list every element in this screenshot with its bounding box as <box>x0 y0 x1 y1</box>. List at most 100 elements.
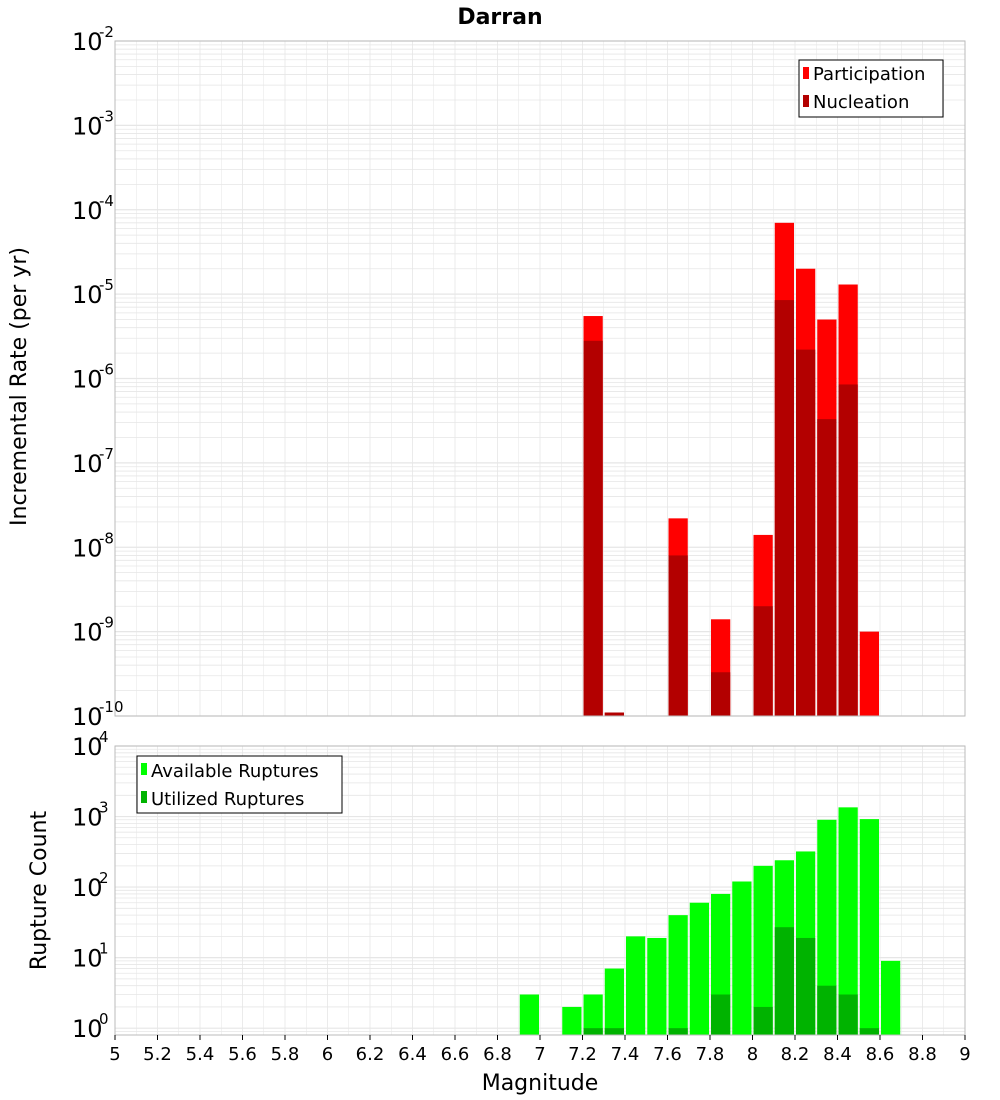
y-tick-base: 10 <box>72 112 103 140</box>
nucleation-bar <box>817 419 837 716</box>
utilized-bar <box>774 927 794 1035</box>
y-tick-exponent: -10 <box>99 698 124 716</box>
y-tick-base: 10 <box>72 945 103 973</box>
x-tick-label: 8.6 <box>866 1044 895 1065</box>
utilized-bar <box>859 1028 879 1035</box>
x-tick-label: 6.6 <box>441 1044 470 1065</box>
rate-legend-box <box>798 59 944 118</box>
y-tick-base: 10 <box>72 804 103 832</box>
y-tick: 10-7 <box>72 445 114 478</box>
available-bar <box>583 994 603 1035</box>
available-bar <box>817 819 837 1035</box>
y-tick-exponent: 0 <box>99 1010 109 1028</box>
x-tick-label: 5 <box>109 1044 120 1065</box>
y-tick: 10-5 <box>72 276 114 309</box>
y-tick-exponent: -4 <box>99 192 114 210</box>
participation-bar <box>859 631 879 716</box>
y-tick-base: 10 <box>72 703 103 731</box>
nucleation-legend-swatch <box>803 95 809 107</box>
count-legend: Available Ruptures Utilized Ruptures <box>136 755 343 814</box>
participation-legend-swatch <box>803 67 809 79</box>
available-bar <box>689 902 709 1035</box>
participation-legend-label: Participation <box>813 64 925 85</box>
available-legend-swatch <box>141 763 147 775</box>
utilized-bar <box>604 1028 624 1035</box>
nucleation-bar <box>583 340 603 716</box>
y-tick-base: 10 <box>72 28 103 56</box>
x-tick-label: 6 <box>322 1044 333 1065</box>
y-tick-exponent: -9 <box>99 614 114 632</box>
y-tick-exponent: -7 <box>99 445 114 463</box>
available-bar <box>562 1006 582 1035</box>
rate-plot-border <box>114 40 966 717</box>
x-tick-label: 6.4 <box>398 1044 427 1065</box>
available-bar <box>626 936 646 1035</box>
utilized-bar <box>668 1028 688 1035</box>
y-tick-exponent: -3 <box>99 107 114 125</box>
y-tick-exponent: -8 <box>99 529 114 547</box>
y-tick-exponent: 3 <box>99 799 109 817</box>
x-tick-label: 8 <box>747 1044 758 1065</box>
utilized-legend-label: Utilized Ruptures <box>151 789 304 810</box>
x-tick-label: 7.8 <box>696 1044 725 1065</box>
y-tick: 103 <box>72 799 109 832</box>
y-tick-base: 10 <box>72 197 103 225</box>
utilized-bar <box>711 994 731 1035</box>
y-tick-exponent: 2 <box>99 869 109 887</box>
available-bar <box>519 994 539 1035</box>
nucleation-bar <box>711 672 731 716</box>
y-tick-exponent: 4 <box>99 728 109 746</box>
x-tick-label: 5.8 <box>271 1044 300 1065</box>
available-bar <box>753 865 773 1035</box>
x-tick-label: 5.2 <box>143 1044 172 1065</box>
available-bar <box>732 881 752 1035</box>
y-tick: 10-8 <box>72 529 114 562</box>
nucleation-bar <box>668 555 688 716</box>
nucleation-legend-label: Nucleation <box>813 92 909 113</box>
y-tick: 10-6 <box>72 361 114 394</box>
y-tick-exponent: -6 <box>99 361 114 379</box>
utilized-bar <box>753 1006 773 1035</box>
y-tick-base: 10 <box>72 281 103 309</box>
available-bar <box>668 915 688 1035</box>
x-tick-label: 6.2 <box>356 1044 385 1065</box>
x-tick-label: 8.4 <box>823 1044 852 1065</box>
count-bars <box>519 807 901 1035</box>
x-axis-label: Magnitude <box>482 1071 599 1096</box>
y-tick-base: 10 <box>72 619 103 647</box>
rate-panel: 10-210-310-410-510-610-710-810-910-10 In… <box>7 23 966 731</box>
y-tick: 10-4 <box>72 192 114 225</box>
nucleation-bar <box>604 712 624 716</box>
y-tick: 101 <box>72 940 109 973</box>
utilized-bar <box>817 985 837 1035</box>
y-tick-base: 10 <box>72 1015 103 1043</box>
nucleation-bar <box>796 349 816 716</box>
y-tick-base: 10 <box>72 733 103 761</box>
count-y-axis-label: Rupture Count <box>27 811 52 971</box>
utilized-bar <box>838 994 858 1035</box>
x-tick-label: 5.4 <box>186 1044 215 1065</box>
y-tick-base: 10 <box>72 534 103 562</box>
available-bar <box>838 807 858 1035</box>
y-tick: 102 <box>72 869 109 902</box>
rate-y-axis-label: Incremental Rate (per yr) <box>7 247 32 526</box>
x-tick-label: 6.8 <box>483 1044 512 1065</box>
y-tick: 10-3 <box>72 107 114 140</box>
nucleation-bar <box>838 384 858 716</box>
utilized-bar <box>583 1028 603 1035</box>
x-tick-label: 5.6 <box>228 1044 257 1065</box>
y-tick-exponent: -5 <box>99 276 114 294</box>
x-tick-label: 7.6 <box>653 1044 682 1065</box>
y-tick: 104 <box>72 728 109 761</box>
count-legend-box <box>136 755 343 814</box>
utilized-bar <box>796 937 816 1035</box>
available-bar <box>604 968 624 1035</box>
y-tick-exponent: -2 <box>99 23 114 41</box>
chart-title: Darran <box>457 5 542 30</box>
nucleation-bar <box>753 606 773 716</box>
x-tick-label: 7.4 <box>611 1044 640 1065</box>
x-tick-label: 7 <box>534 1044 545 1065</box>
y-tick: 100 <box>72 1010 109 1043</box>
